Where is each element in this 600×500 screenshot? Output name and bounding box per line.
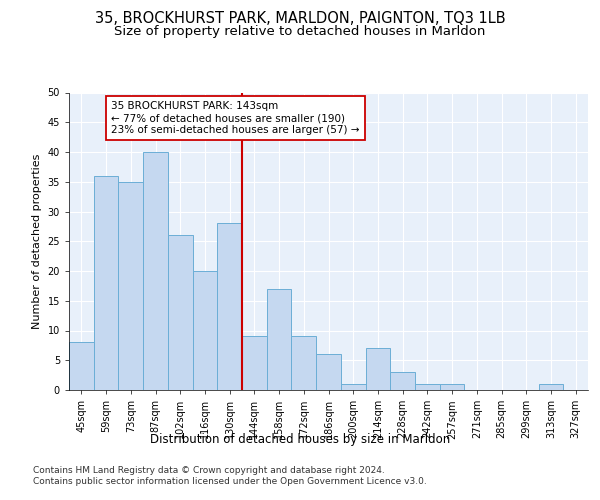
Bar — [118, 182, 143, 390]
Bar — [217, 224, 242, 390]
Bar — [242, 336, 267, 390]
Bar — [193, 271, 217, 390]
Bar — [539, 384, 563, 390]
Bar — [390, 372, 415, 390]
Bar — [267, 289, 292, 390]
Y-axis label: Number of detached properties: Number of detached properties — [32, 154, 42, 329]
Bar — [69, 342, 94, 390]
Text: Size of property relative to detached houses in Marldon: Size of property relative to detached ho… — [115, 25, 485, 38]
Bar — [94, 176, 118, 390]
Bar — [341, 384, 365, 390]
Bar — [440, 384, 464, 390]
Bar — [415, 384, 440, 390]
Text: Distribution of detached houses by size in Marldon: Distribution of detached houses by size … — [150, 432, 450, 446]
Bar — [292, 336, 316, 390]
Bar — [168, 236, 193, 390]
Bar — [365, 348, 390, 390]
Text: Contains public sector information licensed under the Open Government Licence v3: Contains public sector information licen… — [33, 478, 427, 486]
Text: 35 BROCKHURST PARK: 143sqm
← 77% of detached houses are smaller (190)
23% of sem: 35 BROCKHURST PARK: 143sqm ← 77% of deta… — [111, 102, 359, 134]
Bar — [143, 152, 168, 390]
Bar — [316, 354, 341, 390]
Text: Contains HM Land Registry data © Crown copyright and database right 2024.: Contains HM Land Registry data © Crown c… — [33, 466, 385, 475]
Text: 35, BROCKHURST PARK, MARLDON, PAIGNTON, TQ3 1LB: 35, BROCKHURST PARK, MARLDON, PAIGNTON, … — [95, 11, 505, 26]
